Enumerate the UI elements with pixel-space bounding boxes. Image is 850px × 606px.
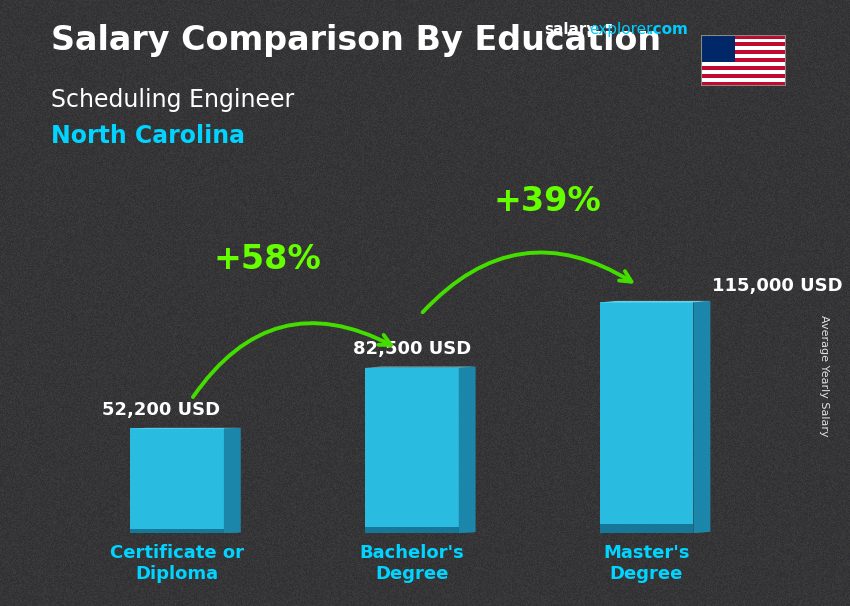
Text: .com: .com <box>648 22 689 38</box>
Bar <box>365 368 459 533</box>
Text: +39%: +39% <box>493 185 601 218</box>
Bar <box>599 524 694 533</box>
Polygon shape <box>365 367 476 368</box>
Text: Average Yearly Salary: Average Yearly Salary <box>819 315 829 436</box>
Bar <box>599 302 694 533</box>
Text: Scheduling Engineer: Scheduling Engineer <box>51 88 294 112</box>
Bar <box>701 47 786 50</box>
Bar <box>701 35 735 62</box>
Text: +58%: +58% <box>213 242 321 276</box>
Bar <box>701 58 786 62</box>
Text: North Carolina: North Carolina <box>51 124 245 148</box>
Bar <box>701 82 786 86</box>
Bar <box>701 35 786 39</box>
Bar <box>701 74 786 78</box>
Polygon shape <box>694 301 711 533</box>
Text: explorer: explorer <box>589 22 653 38</box>
Polygon shape <box>599 301 711 302</box>
Bar <box>701 66 786 70</box>
Text: 52,200 USD: 52,200 USD <box>102 401 220 419</box>
Text: Salary Comparison By Education: Salary Comparison By Education <box>51 24 661 57</box>
Bar <box>130 428 224 533</box>
Text: salary: salary <box>544 22 597 38</box>
Bar <box>701 70 786 74</box>
Bar <box>130 529 224 533</box>
Bar <box>701 39 786 42</box>
Bar <box>701 50 786 55</box>
Bar <box>701 42 786 47</box>
Polygon shape <box>459 367 476 533</box>
Bar <box>365 527 459 533</box>
Bar <box>701 55 786 58</box>
Bar <box>701 62 786 66</box>
Text: 115,000 USD: 115,000 USD <box>712 277 843 295</box>
Polygon shape <box>224 428 241 533</box>
Text: 82,500 USD: 82,500 USD <box>353 340 471 358</box>
Bar <box>701 78 786 82</box>
